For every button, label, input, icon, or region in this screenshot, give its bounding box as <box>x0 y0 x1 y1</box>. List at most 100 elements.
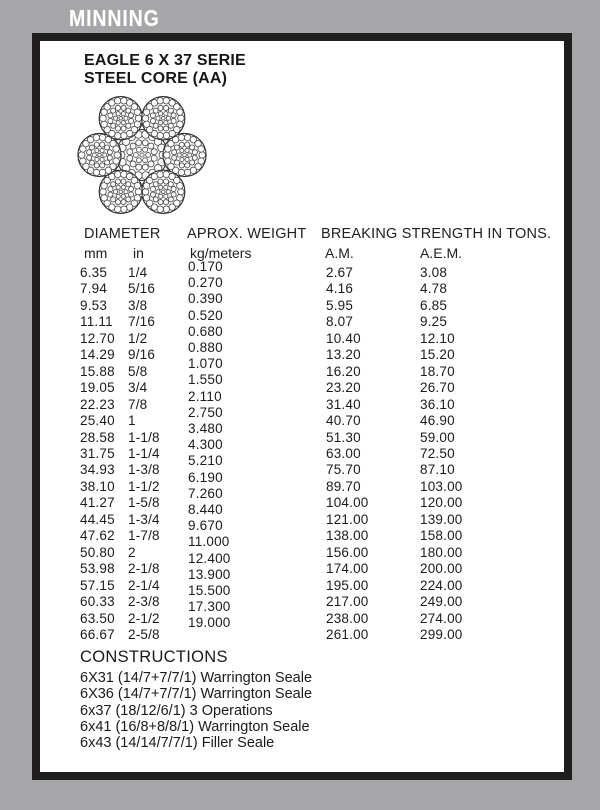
cell-aem: 87.10 <box>420 462 455 478</box>
construction-item: 6x43 (14/14/7/7/1) Filler Seale <box>80 735 275 752</box>
constructions-title: CONSTRUCTIONS <box>80 648 228 666</box>
cell-aem: 158.00 <box>420 528 463 544</box>
cell-am: 261.00 <box>326 626 369 642</box>
document-title-line2: STEEL CORE (AA) <box>84 70 228 87</box>
subheader-kg-meters: kg/meters <box>190 245 252 261</box>
cell-aem: 18.70 <box>420 363 455 379</box>
cell-kg: 13.900 <box>188 566 231 582</box>
cell-kg: 5.210 <box>188 453 223 469</box>
cell-in: 2-5/8 <box>128 626 160 642</box>
cell-am: 8.07 <box>326 314 354 330</box>
cell-mm: 15.88 <box>80 363 115 379</box>
header-weight: APROX. WEIGHT <box>187 226 307 242</box>
cell-kg: 12.400 <box>188 550 231 566</box>
cell-am: 10.40 <box>326 330 361 346</box>
cell-am: 2.67 <box>326 265 354 280</box>
column-diameter-mm: 6.35 7.94 9.53 11.11 12.70 14.29 15.88 19.05 22.… <box>80 265 115 643</box>
cell-in: 5/8 <box>128 363 148 379</box>
cell-mm: 25.40 <box>80 413 115 429</box>
page-banner-title: MINNING <box>69 5 160 31</box>
cell-aem: 224.00 <box>420 577 463 593</box>
cell-mm: 63.50 <box>80 610 115 626</box>
cell-kg: 11.000 <box>188 534 230 550</box>
cell-am: 13.20 <box>326 347 361 363</box>
cell-in: 2-1/8 <box>128 561 160 577</box>
cell-am: 23.20 <box>326 380 361 396</box>
cell-aem: 103.00 <box>420 478 463 494</box>
cell-am: 63.00 <box>326 445 361 461</box>
cell-mm: 53.98 <box>80 561 115 577</box>
cell-kg: 0.520 <box>188 307 223 323</box>
cell-aem: 3.08 <box>420 265 448 280</box>
cell-mm: 14.29 <box>80 347 115 363</box>
cell-mm: 57.15 <box>80 577 115 593</box>
cell-am: 217.00 <box>326 594 369 610</box>
column-weight-kg: 0.170 0.270 0.390 0.520 0.680 0.880 1.070 1.550… <box>188 259 231 632</box>
cell-kg: 2.750 <box>188 404 223 420</box>
cell-kg: 19.000 <box>188 615 231 631</box>
construction-item: 6X36 (14/7+7/7/1) Warrington Seale <box>80 686 313 703</box>
column-strength-aem: 3.08 4.78 6.85 9.25 12.10 15.20 18.70 26.70 36.1… <box>420 265 463 643</box>
cell-mm: 19.05 <box>80 380 115 396</box>
cell-aem: 26.70 <box>420 380 455 396</box>
cell-kg: 1.070 <box>188 356 223 372</box>
subheader-aem: A.E.M. <box>420 245 463 261</box>
subheader-in: in <box>133 245 144 261</box>
subheader-mm: mm <box>84 245 108 261</box>
cell-kg: 1.550 <box>188 372 223 388</box>
cell-aem: 180.00 <box>420 544 463 560</box>
cell-kg: 17.300 <box>188 599 231 615</box>
cell-aem: 36.10 <box>420 396 455 412</box>
cell-in: 1-5/8 <box>128 495 160 511</box>
cell-in: 3/8 <box>128 297 148 313</box>
column-diameter-in: 1/4 5/16 3/8 7/16 1/2 9/16 5/8 3/4 7/8 1 1-1/8 1-1/… <box>128 265 160 643</box>
cell-kg: 0.880 <box>188 340 223 356</box>
construction-item: 6X31 (14/7+7/7/1) Warrington Seale <box>80 670 313 686</box>
cell-in: 3/4 <box>128 380 148 396</box>
column-strength-am: 2.67 4.16 5.95 8.07 10.40 13.20 16.20 23.20 31.4… <box>326 265 369 643</box>
cell-mm: 28.58 <box>80 429 115 445</box>
cell-mm: 66.67 <box>80 626 115 642</box>
cell-am: 31.40 <box>326 396 361 412</box>
cell-in: 2 <box>128 544 136 560</box>
cell-am: 16.20 <box>326 363 361 379</box>
cell-am: 5.95 <box>326 297 354 313</box>
cell-am: 238.00 <box>326 610 369 626</box>
cell-mm: 12.70 <box>80 330 115 346</box>
header-breaking-strength: BREAKING STRENGTH IN TONS. <box>321 226 552 242</box>
cell-in: 1 <box>128 413 136 429</box>
cell-in: 1-3/8 <box>128 462 160 478</box>
cell-in: 1-1/8 <box>128 429 160 445</box>
cell-aem: 6.85 <box>420 297 448 313</box>
cell-am: 4.16 <box>326 281 354 297</box>
cell-in: 1/4 <box>128 265 148 280</box>
document-title-line1: EAGLE 6 X 37 SERIE <box>84 52 246 69</box>
document-title: EAGLE 6 X 37 SERIE STEEL CORE (AA) <box>84 52 246 88</box>
cell-mm: 50.80 <box>80 544 115 560</box>
cell-mm: 31.75 <box>80 445 115 461</box>
cell-am: 121.00 <box>326 511 369 527</box>
cell-aem: 15.20 <box>420 347 455 363</box>
cell-am: 51.30 <box>326 429 361 445</box>
cell-aem: 46.90 <box>420 413 455 429</box>
cell-aem: 9.25 <box>420 314 448 330</box>
cell-aem: 59.00 <box>420 429 455 445</box>
cell-kg: 15.500 <box>188 583 231 599</box>
cell-in: 1-3/4 <box>128 511 160 527</box>
cell-kg: 9.670 <box>188 518 223 534</box>
cell-kg: 0.680 <box>188 323 223 339</box>
cell-in: 7/8 <box>128 396 148 412</box>
cell-aem: 200.00 <box>420 561 463 577</box>
cell-kg: 7.260 <box>188 485 223 501</box>
cell-kg: 8.440 <box>188 502 223 518</box>
header-diameter: DIAMETER <box>84 226 161 242</box>
cell-in: 5/16 <box>128 281 156 297</box>
cell-mm: 38.10 <box>80 478 115 494</box>
cell-in: 1-1/2 <box>128 478 160 494</box>
cell-aem: 4.78 <box>420 281 448 297</box>
cell-am: 75.70 <box>326 462 361 478</box>
construction-item: 6x37 (18/12/6/1) 3 Operations <box>80 702 273 719</box>
subheader-am: A.M. <box>325 245 354 261</box>
cell-mm: 9.53 <box>80 297 108 313</box>
cell-kg: 2.110 <box>188 388 222 404</box>
